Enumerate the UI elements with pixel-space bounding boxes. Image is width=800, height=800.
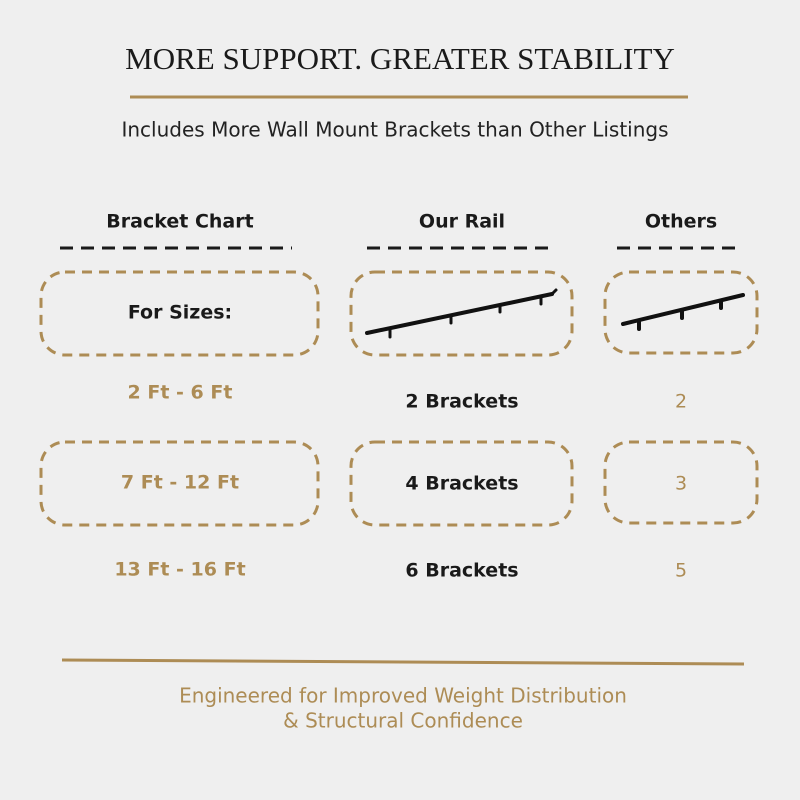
size-label: 2 Ft - 6 Ft — [128, 382, 233, 404]
our-brackets: 2 Brackets — [405, 391, 518, 413]
our-brackets: 4 Brackets — [405, 473, 518, 495]
dashed-box — [603, 440, 759, 525]
column-header: Others — [645, 211, 717, 233]
column-header: Bracket Chart — [106, 211, 253, 233]
dashed-box — [349, 270, 574, 357]
others-brackets: 3 — [675, 473, 687, 495]
dashed-box — [349, 440, 574, 527]
row-label-header: For Sizes: — [128, 302, 232, 324]
footer-rule — [61, 658, 745, 666]
footer-line: Engineered for Improved Weight Distribut… — [179, 684, 627, 708]
subtitle: Includes More Wall Mount Brackets than O… — [121, 118, 668, 142]
our-brackets: 6 Brackets — [405, 560, 518, 582]
size-label: 13 Ft - 16 Ft — [114, 559, 245, 581]
dashed-box — [603, 270, 759, 355]
others-brackets: 5 — [675, 560, 687, 582]
others-brackets: 2 — [675, 391, 687, 413]
size-label: 7 Ft - 12 Ft — [121, 472, 239, 494]
footer-line: & Structural Confidence — [283, 709, 523, 733]
others-rail-icon — [621, 293, 745, 331]
title: MORE SUPPORT. GREATER STABILITY — [125, 41, 675, 76]
our-rail-icon — [365, 288, 558, 339]
column-header: Our Rail — [419, 211, 505, 233]
